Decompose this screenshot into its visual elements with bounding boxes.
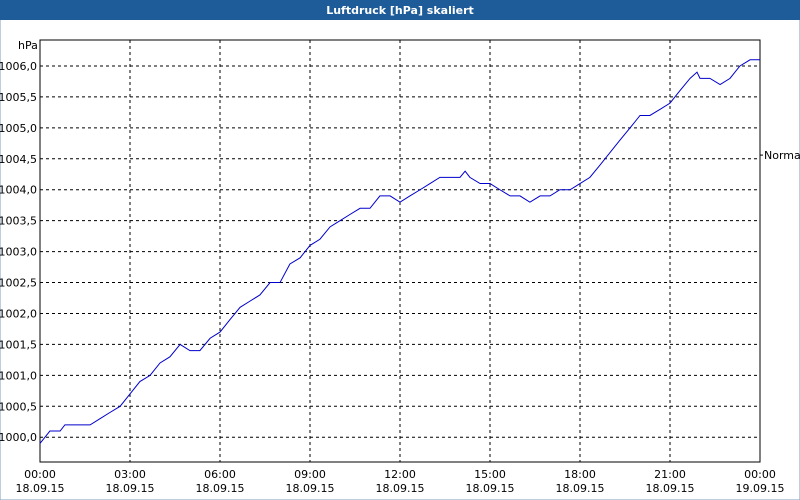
y-axis-label: hPa: [18, 39, 38, 52]
x-tick-label: 00:00 19.09.15: [736, 468, 785, 495]
y-tick-label: 1000,5: [0, 400, 37, 413]
y-tick-label: 1005,0: [0, 122, 37, 135]
y-tick-label: 1002,0: [0, 307, 37, 320]
x-tick-label: 18:00 18.09.15: [556, 468, 605, 495]
x-tick-label: 00:00 18.09.15: [16, 468, 65, 495]
y-tick-label: 1004,0: [0, 184, 37, 197]
x-tick-label: 09:00 18.09.15: [286, 468, 335, 495]
x-tick-label: 06:00 18.09.15: [196, 468, 245, 495]
reference-label: Normal: [764, 149, 800, 162]
y-tick-label: 1005,5: [0, 91, 37, 104]
y-tick-label: 1004,5: [0, 153, 37, 166]
y-tick-label: 1003,5: [0, 215, 37, 228]
x-tick-label: 21:00 18.09.15: [646, 468, 695, 495]
data-line: [39, 59, 760, 444]
y-tick-label: 1003,0: [0, 246, 37, 259]
title-bar: [0, 0, 800, 20]
x-tick-label: 03:00 18.09.15: [106, 468, 155, 495]
y-tick-label: 1002,5: [0, 277, 37, 290]
y-tick-label: 1001,5: [0, 338, 37, 351]
x-tick-label: 12:00 18.09.15: [376, 468, 425, 495]
y-tick-label: 1001,0: [0, 369, 37, 382]
y-tick-label: 1006,0: [0, 60, 37, 73]
x-tick-label: 15:00 18.09.15: [466, 468, 515, 495]
chart-title: Luftdruck [hPa] skaliert: [326, 4, 474, 17]
y-tick-label: 1000,0: [0, 431, 37, 444]
